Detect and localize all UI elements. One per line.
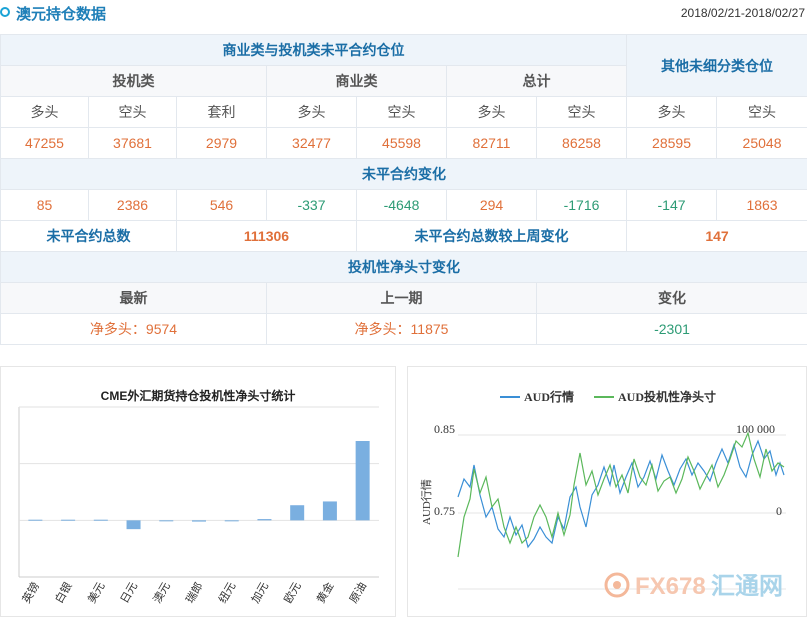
bar-9 [322,501,337,521]
change-value: 2386 [88,189,177,221]
y-left-tick-top: 0.85 [434,422,455,436]
col-short: 空头 [716,96,807,128]
bar-2 [93,519,108,521]
section-title-net: 投机性净头寸变化 [0,251,807,283]
page-title: 澳元持仓数据 [16,6,107,23]
positions-table: 商业类与投机类未平合约仓位 其他未细分类仓位 投机类 商业类 总计 多头 空头 … [0,34,807,345]
col-long: 多头 [266,96,357,128]
bar-7 [257,519,272,521]
change-value: 294 [446,189,537,221]
col-short: 空头 [356,96,447,128]
watermark-brand: FX678 [635,573,706,600]
logo-ring-icon [604,572,630,598]
group-total: 总计 [445,65,628,97]
bar-chart-panel: CME外汇期货持仓投机性净头寸统计 英镑 白银 美元 日元 澳元 瑞郎 纽元 加元 欧元 黄金 原油 [0,366,396,617]
net-latest-value: 净多头：9574 [0,313,267,345]
change-value: -337 [266,189,357,221]
y-axis-label: AUD行情 [420,479,433,525]
open-interest-total-value: 111306 [176,220,357,252]
x-tick-label: 日元 [119,581,140,606]
x-tick-label: 澳元 [151,580,173,606]
change-value: 1863 [716,189,807,221]
y-right-tick-bottom: 0 [776,504,782,518]
change-value: 546 [176,189,267,221]
position-value: 47255 [0,127,89,159]
change-value: -147 [626,189,718,221]
line-chart-panel: AUD行情 AUD投机性净头寸 0.85 0.75 100 000 0 AUD行… [407,366,807,617]
open-interest-change-value: 147 [626,220,807,252]
change-value: 85 [0,189,89,221]
bar-0 [28,519,43,521]
section-title-positions: 商业类与投机类未平合约仓位 [0,34,628,66]
fx678-watermark-logo: FX678 汇通网 [604,572,783,600]
group-speculative: 投机类 [0,65,267,97]
bar-3 [126,520,141,530]
y-left-tick-bottom: 0.75 [434,504,455,518]
col-long: 多头 [626,96,718,128]
position-value: 2979 [176,127,267,159]
bar-10 [355,441,370,521]
net-previous-value: 净多头：11875 [266,313,537,345]
x-tick-label: 欧元 [282,580,304,606]
y-right-tick-top: 100 000 [736,422,775,436]
bar-chart: 英镑 白银 美元 日元 澳元 瑞郎 纽元 加元 欧元 黄金 原油 [18,406,379,606]
open-interest-change-label: 未平合约总数较上周变化 [355,220,628,252]
x-tick-label: 白银 [52,580,75,606]
x-tick-label: 瑞郎 [182,580,205,606]
position-value: 86258 [535,127,628,159]
x-tick-label: 黄金 [313,580,336,606]
other-positions-title: 其他未细分类仓位 [626,34,807,97]
net-change-value: -2301 [535,313,807,345]
bar-8 [290,505,305,521]
change-value: -4648 [356,189,447,221]
x-tick-label: 纽元 [215,580,238,606]
position-value: 32477 [266,127,357,159]
circle-icon [0,7,10,17]
watermark-cn: 汇通网 [711,573,783,600]
bar-4 [159,520,174,522]
aud-price-line [457,439,785,549]
line-chart: AUD行情 AUD投机性净头寸 0.85 0.75 100 000 0 AUD行… [420,389,786,590]
col-short: 空头 [88,96,177,128]
bar-5 [192,520,206,522]
position-value: 37681 [88,127,177,159]
net-col-change: 变化 [535,282,807,314]
position-value: 28595 [626,127,718,159]
bar-chart-title: CME外汇期货持仓投机性净头寸统计 [100,389,296,403]
position-value: 25048 [716,127,807,159]
group-commercial: 商业类 [266,65,447,97]
open-interest-total-label: 未平合约总数 [0,220,177,252]
change-value: -1716 [535,189,628,221]
legend-aud-label: AUD行情 [524,389,574,404]
col-long: 多头 [446,96,537,128]
page-header: 澳元持仓数据 2018/02/21-2018/02/27 [0,0,807,28]
bar-6 [224,520,239,522]
position-value: 45598 [356,127,447,159]
position-value: 82711 [446,127,537,159]
col-short: 空头 [535,96,628,128]
x-tick-label: 原油 [346,580,369,606]
x-tick-label: 英镑 [19,580,42,606]
col-spread: 套利 [176,96,267,128]
col-long: 多头 [0,96,89,128]
x-tick-label: 加元 [249,580,271,606]
aud-net-position-line [457,431,785,558]
logo-dot-icon [613,581,621,589]
section-title-changes: 未平合约变化 [0,158,807,190]
net-col-previous: 上一期 [266,282,537,314]
legend-net-label: AUD投机性净头寸 [618,389,716,404]
date-range: 2018/02/21-2018/02/27 [680,6,805,20]
net-col-latest: 最新 [0,282,267,314]
x-tick-label: 美元 [85,580,107,606]
bar-1 [61,519,76,521]
